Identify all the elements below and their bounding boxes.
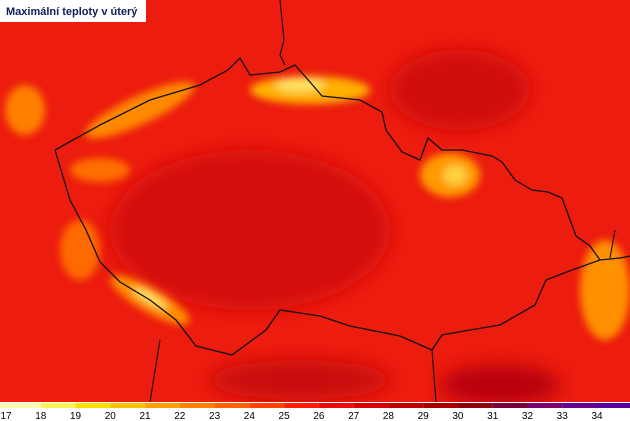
legend-swatch [110, 403, 146, 408]
warm-areas [110, 50, 560, 405]
legend-label: 21 [139, 411, 151, 421]
legend-label: 34 [591, 411, 603, 421]
legend-swatch [145, 403, 180, 408]
legend-label: 23 [209, 411, 221, 421]
legend-swatch [284, 403, 319, 408]
map-title: Maximální teploty v úterý [6, 6, 138, 18]
temperature-map [0, 0, 630, 405]
legend-label: 26 [313, 411, 325, 421]
legend-swatch [388, 403, 424, 408]
legend-label: 19 [70, 411, 82, 421]
legend-label: 25 [279, 411, 291, 421]
legend-swatch [318, 403, 354, 408]
legend-label: 31 [487, 411, 499, 421]
legend-swatch [527, 403, 563, 408]
legend-label: 20 [105, 411, 117, 421]
legend-label: 28 [383, 411, 395, 421]
legend-swatch [75, 403, 111, 408]
legend: 17 18 19 20 21 22 23 24 25 26 27 28 29 30 31 32 33 34 [0, 403, 630, 421]
legend-label: 29 [418, 411, 430, 421]
legend-swatch [353, 403, 389, 408]
legend-label: 30 [452, 411, 464, 421]
legend-swatch [492, 403, 528, 408]
legend-swatch [457, 403, 493, 408]
legend-label: 33 [557, 411, 569, 421]
legend-label: 27 [348, 411, 360, 421]
legend-swatch [249, 403, 285, 408]
country-border [54, 56, 630, 356]
legend-label: 17 [0, 411, 12, 421]
legend-swatch [0, 403, 41, 408]
legend-label: 32 [522, 411, 534, 421]
legend-swatch [597, 403, 630, 408]
legend-swatch [40, 403, 76, 408]
legend-label: 22 [174, 411, 186, 421]
legend-label: 24 [244, 411, 256, 421]
title-box [0, 0, 146, 22]
legend-swatch [562, 403, 597, 408]
legend-swatch [214, 403, 250, 408]
legend-swatch [179, 403, 215, 408]
legend-label: 18 [35, 411, 47, 421]
legend-swatch [423, 403, 458, 408]
neighbour-borders [149, 0, 616, 403]
